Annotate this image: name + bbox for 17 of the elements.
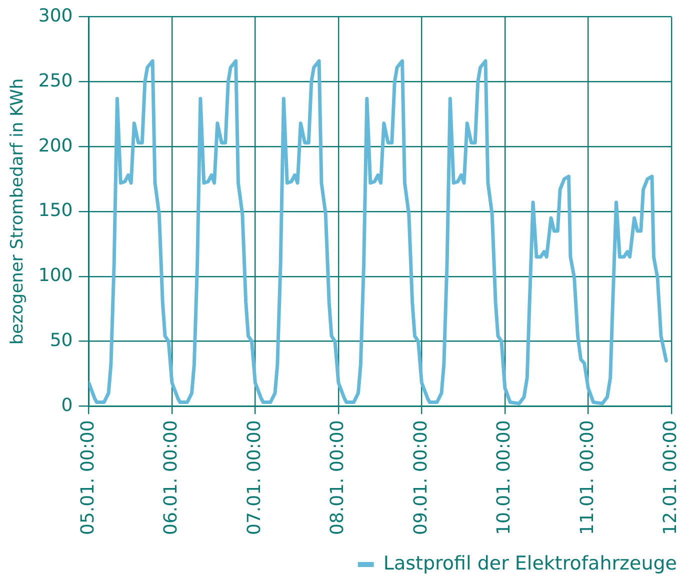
x-tick-label: 08.01. 00:00: [327, 420, 348, 536]
x-tick-label: 12.01. 00:00: [660, 420, 682, 536]
x-tick-label: 05.01. 00:00: [77, 420, 98, 536]
y-tick-label: 50: [50, 330, 73, 351]
y-axis-title: bezogener Strombedarf in KWh: [8, 78, 28, 345]
x-tick-label: 10.01. 00:00: [494, 420, 515, 536]
legend-label: Lastprofil der Elektrofahrzeuge: [383, 552, 678, 574]
y-tick-label: 150: [38, 200, 73, 222]
y-tick-label: 100: [38, 265, 73, 286]
x-tick-label: 06.01. 00:00: [160, 420, 182, 536]
y-tick-label: 0: [61, 394, 73, 416]
y-tick-label: 250: [38, 70, 73, 92]
x-tick-label: 07.01. 00:00: [244, 420, 265, 536]
y-tick-label: 200: [38, 135, 73, 156]
x-tick-label: 11.01. 00:00: [576, 420, 598, 536]
y-tick-label: 300: [38, 5, 73, 26]
x-tick-label: 09.01. 00:00: [410, 420, 432, 536]
